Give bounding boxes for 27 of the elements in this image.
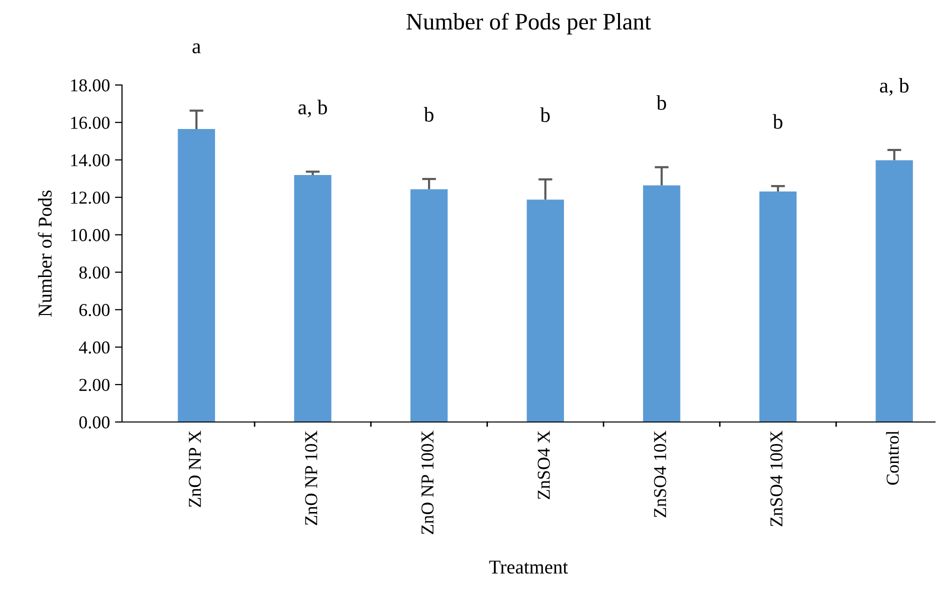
- x-tick-label: ZnSO4 X: [538, 430, 550, 500]
- y-tick-label: 0.00: [79, 416, 110, 429]
- annotation: a, b: [880, 78, 909, 96]
- annotation: b: [540, 107, 550, 122]
- chart-title: Number of Pods per Plant: [406, 12, 651, 34]
- y-tick-label: 16.00: [71, 116, 110, 129]
- x-tick-label: Control: [886, 430, 899, 485]
- annotation: a, b: [298, 100, 327, 118]
- text: a: [192, 43, 201, 54]
- y-tick-label: 14.00: [71, 154, 110, 166]
- annotation: b: [656, 95, 666, 110]
- x-tick-label: ZnO NP 100X: [421, 430, 434, 534]
- y-tick-label: 8.00: [79, 266, 110, 279]
- y-tick-label: 10.00: [71, 229, 110, 242]
- x-tick-label: ZnSO4 100X: [770, 430, 782, 526]
- y-tick-label: 12.00: [71, 192, 110, 204]
- y-tick-label: 2.00: [79, 378, 110, 392]
- x-tick-label: ZnSO4 10X: [654, 430, 666, 518]
- annotation: b: [772, 114, 782, 129]
- y-tick-label: 4.00: [78, 341, 110, 354]
- y-tick-label: 18.00: [71, 79, 110, 92]
- y-axis-title: Number of Pods: [38, 190, 52, 317]
- x-tick-label: ZnO NP X: [188, 430, 201, 508]
- x-tick-label: ZnO NP 10X: [305, 430, 318, 526]
- x-axis-title: Treatment: [489, 560, 568, 574]
- annotation: b: [424, 107, 434, 122]
- y-tick-label: 6.00: [79, 304, 110, 316]
